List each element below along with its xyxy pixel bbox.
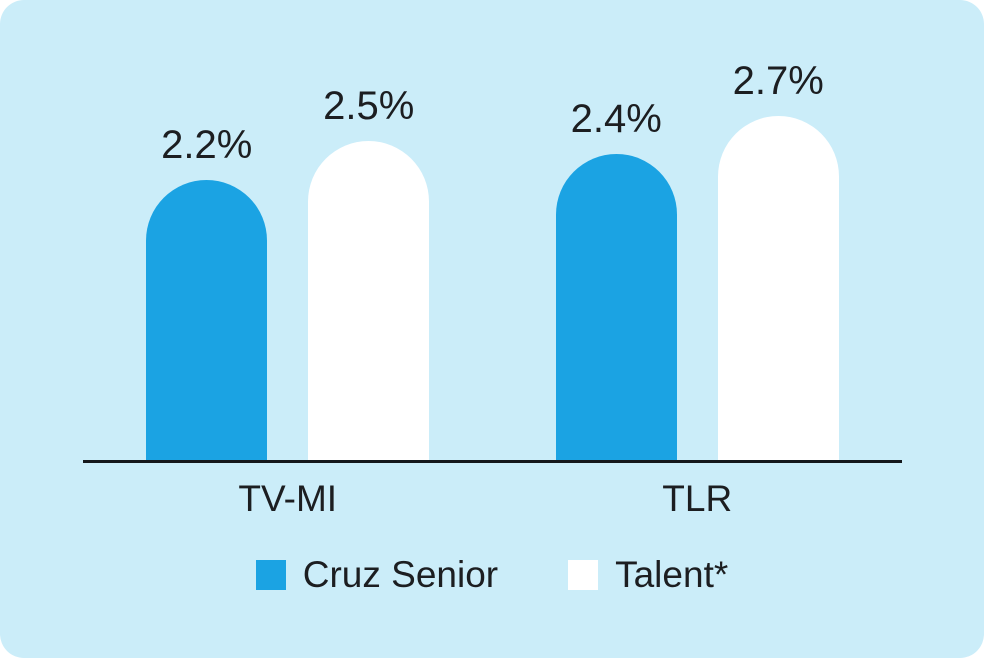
legend: Cruz Senior Talent*: [0, 556, 984, 593]
value-label: 2.7%: [732, 58, 824, 103]
bar-group-tlr: 2.4% 2.7%: [555, 58, 839, 460]
bar-column: 2.7%: [717, 58, 839, 460]
bar-column: 2.5%: [308, 84, 430, 460]
bar-talent-tv-mi: [308, 141, 430, 460]
bar-talent-tlr: [717, 115, 839, 460]
legend-label-cruz-senior: Cruz Senior: [302, 554, 499, 595]
bar-column: 2.4%: [555, 97, 677, 460]
category-label-tv-mi: TV-MI: [238, 478, 338, 519]
x-axis-line: [83, 460, 902, 463]
legend-label-talent: Talent*: [615, 554, 729, 595]
value-label: 2.4%: [570, 97, 662, 141]
legend-item-talent: Talent*: [568, 556, 728, 593]
legend-item-cruz-senior: Cruz Senior: [255, 554, 499, 595]
category-label-tlr: TLR: [662, 478, 733, 519]
bar-cruz-senior-tv-mi: [146, 179, 268, 460]
bar-column: 2.2%: [146, 122, 268, 460]
x-axis-labels: TV-MI TLR: [83, 477, 902, 521]
bar-group-tv-mi: 2.2% 2.5%: [146, 84, 430, 460]
legend-swatch-blue-icon: [255, 559, 286, 590]
legend-swatch-white-icon: [568, 559, 599, 590]
bar-cruz-senior-tlr: [555, 154, 677, 460]
value-label: 2.5%: [323, 84, 415, 129]
plot-area: 2.2% 2.5% 2.4% 2.7%: [83, 0, 902, 460]
value-label: 2.2%: [161, 122, 253, 167]
